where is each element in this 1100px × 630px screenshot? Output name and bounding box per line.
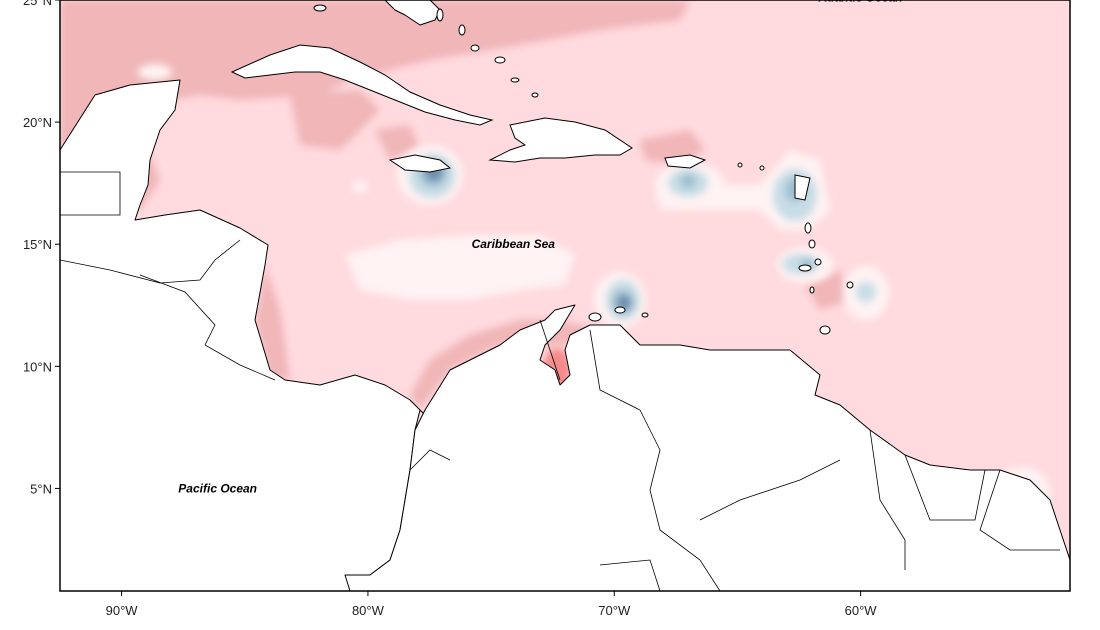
florida-landmass bbox=[384, 0, 441, 26]
x-tick-label: 70°W bbox=[598, 603, 631, 618]
y-tick-label: 5°N bbox=[30, 481, 52, 496]
bahamas-islands bbox=[313, 4, 539, 98]
jamaica-island bbox=[388, 154, 452, 173]
y-tick-label: 10°N bbox=[23, 359, 52, 374]
water-body-label: Pacific Ocean bbox=[178, 481, 257, 495]
x-tick-label: 60°W bbox=[845, 603, 878, 618]
plot-frame bbox=[59, 0, 1071, 592]
south-america-landmass bbox=[344, 304, 1070, 591]
country-borders bbox=[60, 171, 1060, 591]
lesser-antilles bbox=[588, 162, 854, 335]
y-tick-label: 15°N bbox=[23, 237, 52, 252]
cuba-island bbox=[230, 44, 494, 126]
hispaniola-island bbox=[488, 117, 633, 163]
puerto-rico-island bbox=[664, 154, 707, 169]
x-tick-label: 90°W bbox=[106, 603, 139, 618]
y-tick-label: 20°N bbox=[23, 115, 52, 130]
water-body-label: Caribbean Sea bbox=[472, 237, 556, 251]
x-tick-label: 80°W bbox=[352, 603, 385, 618]
axis-ticks: 90°W 80°W 70°W 60°W 25°N 20°N 15°N 10°N 5°N bbox=[23, 0, 877, 618]
water-body-label: Atlantic Ocean bbox=[818, 0, 903, 5]
y-tick-label: 25°N bbox=[23, 0, 52, 8]
water-labels: Atlantic Ocean Caribbean Sea Pacific Ocean bbox=[178, 0, 902, 495]
